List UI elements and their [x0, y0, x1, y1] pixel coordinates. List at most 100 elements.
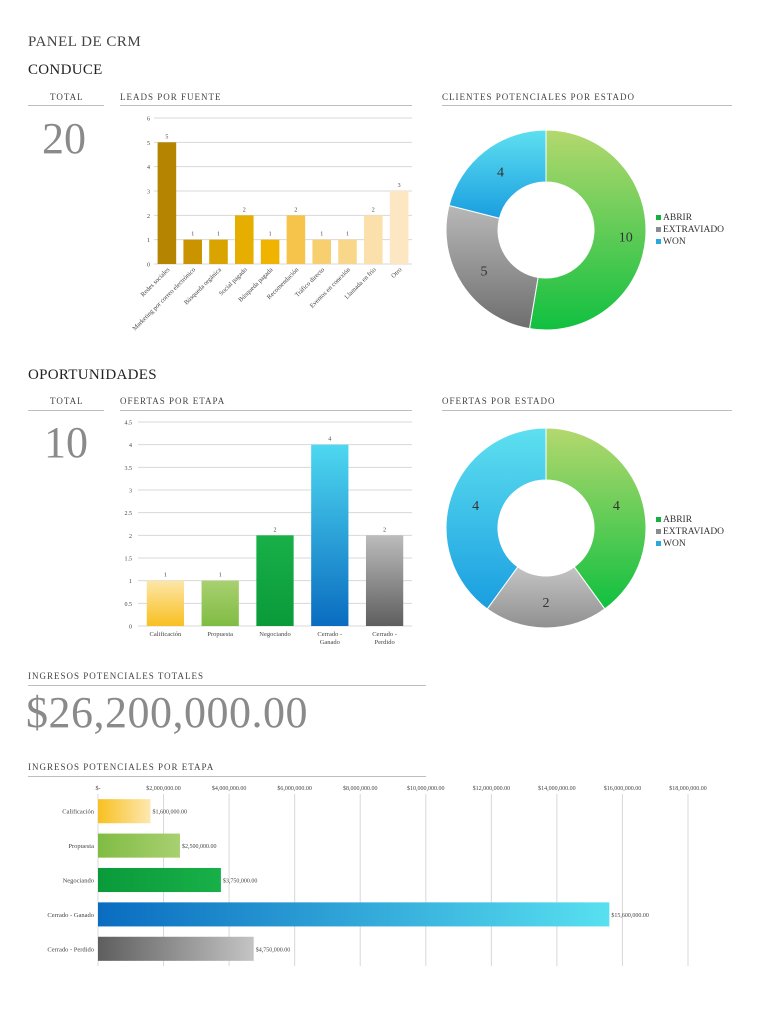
divider	[442, 105, 732, 106]
y-tick-label: 3	[147, 190, 150, 196]
bar	[201, 580, 239, 626]
x-tick-label: $18,000,000.00	[669, 785, 707, 792]
y-tick-label: 3.5	[125, 466, 133, 472]
data-label: $15,600,000.00	[611, 912, 649, 919]
y-tick-label: 0	[147, 263, 150, 269]
data-label: 2	[372, 207, 375, 213]
leads-by-status-chart: 10 5 4 ABRIR EXTRAVIADO WON	[445, 129, 724, 331]
data-label: 1	[217, 232, 220, 238]
x-tick-label: Cerrado -	[317, 631, 342, 638]
y-tick-label: 6	[147, 117, 150, 123]
leads-by-source-title: LEADS POR FUENTE	[120, 92, 222, 102]
leads-total-value: 20	[42, 114, 86, 163]
deals-by-stage-chart: 0 0.5 1 1.5 2 2.5 3 3.5 4 4.5 1 Calificación 1 Propue…	[125, 421, 412, 646]
y-tick-label: 5	[147, 141, 150, 147]
slice-label: 5	[481, 264, 488, 279]
opps-total-value: 10	[44, 418, 88, 467]
bar	[311, 444, 349, 626]
y-tick-label: 1	[129, 579, 132, 585]
legend-swatch	[656, 529, 661, 534]
x-tick-label: $8,000,000.00	[343, 785, 378, 792]
data-label: 4	[328, 437, 331, 443]
bar	[286, 215, 306, 264]
donut-slice	[445, 204, 539, 330]
data-label: $3,750,000.00	[223, 878, 258, 885]
donut-slice	[545, 427, 647, 610]
deals-by-status-title: OFERTAS POR ESTADO	[442, 396, 556, 406]
bar	[256, 535, 294, 626]
slice-label: 10	[619, 231, 633, 246]
revenue-by-stage-title: INGRESOS POTENCIALES POR ETAPA	[28, 762, 215, 772]
data-label: 2	[294, 207, 297, 213]
x-tick-label: $12,000,000.00	[473, 785, 511, 792]
leads-section-title: CONDUCE	[28, 62, 103, 78]
deals-by-status-chart: 4 2 4 ABRIR EXTRAVIADO WON	[445, 427, 724, 629]
x-tick-label: $10,000,000.00	[407, 785, 445, 792]
data-label: 1	[269, 232, 272, 238]
y-tick-label: Cerrado - Perdido	[47, 946, 94, 953]
y-tick-label: 0	[129, 625, 132, 631]
x-tick-label: Cerrado -	[372, 631, 397, 638]
legend-label: EXTRAVIADO	[663, 225, 724, 235]
y-tick-label: 4.5	[125, 421, 133, 427]
bar	[209, 239, 228, 264]
legend-swatch	[656, 517, 661, 522]
y-tick-label: Calificación	[62, 809, 95, 816]
data-label: 1	[320, 232, 323, 238]
divider	[442, 410, 732, 411]
opps-total-label: TOTAL	[50, 396, 84, 406]
slice-label: 4	[497, 166, 504, 181]
bar	[235, 215, 254, 264]
y-tick-label: 1.5	[125, 557, 133, 563]
x-tick-label: Negociando	[259, 631, 290, 638]
data-label: $4,750,000.00	[256, 946, 291, 953]
y-tick-label: 4	[147, 165, 150, 171]
y-tick-label: 3	[129, 489, 132, 495]
x-tick-label: Calificación	[150, 631, 183, 638]
data-label: 1	[164, 573, 167, 579]
slice-label: 4	[613, 499, 620, 514]
data-label: 2	[243, 207, 246, 213]
legend-swatch	[656, 541, 661, 546]
bar	[183, 239, 202, 264]
opps-section-title: OPORTUNIDADES	[28, 367, 157, 383]
data-label: 1	[346, 232, 349, 238]
bar	[157, 142, 177, 264]
bar	[98, 867, 221, 893]
x-tick-label: $16,000,000.00	[604, 785, 642, 792]
revenue-total-value: $26,200,000.00	[26, 688, 308, 737]
bar	[260, 239, 280, 264]
x-tick-label: $4,000,000.00	[212, 785, 247, 792]
y-tick-label: 1	[147, 238, 150, 244]
bar	[146, 580, 185, 626]
bar	[98, 936, 254, 961]
x-tick-label: $-	[96, 785, 101, 792]
bar	[98, 902, 610, 927]
legend-label: WON	[663, 237, 686, 247]
x-tick-label: Otro	[390, 266, 403, 279]
page-title: PANEL DE CRM	[28, 34, 142, 50]
data-label: $1,600,000.00	[152, 809, 187, 816]
data-label: 1	[191, 232, 194, 238]
y-tick-label: Negociando	[63, 878, 94, 885]
donut-slice	[448, 129, 547, 219]
legend-swatch	[656, 215, 661, 220]
bar	[98, 799, 151, 824]
donut-slice	[486, 566, 606, 629]
divider	[28, 410, 104, 411]
donut-slice	[445, 427, 547, 610]
x-tick-label: $14,000,000.00	[538, 785, 576, 792]
x-tick-label: Propuesta	[207, 631, 233, 638]
slice-label: 2	[543, 596, 550, 611]
legend-swatch	[656, 239, 661, 244]
divider	[120, 105, 412, 106]
y-tick-label: Propuesta	[68, 843, 94, 850]
revenue-by-stage-chart: $- $2,000,000.00 $4,000,000.00 $6,000,000.0…	[47, 785, 707, 966]
divider	[120, 410, 412, 411]
y-tick-label: 4	[129, 443, 132, 449]
slice-label: 4	[472, 499, 479, 514]
donut-slice	[528, 129, 647, 331]
divider	[28, 776, 426, 777]
legend-label: ABRIR	[663, 515, 693, 525]
